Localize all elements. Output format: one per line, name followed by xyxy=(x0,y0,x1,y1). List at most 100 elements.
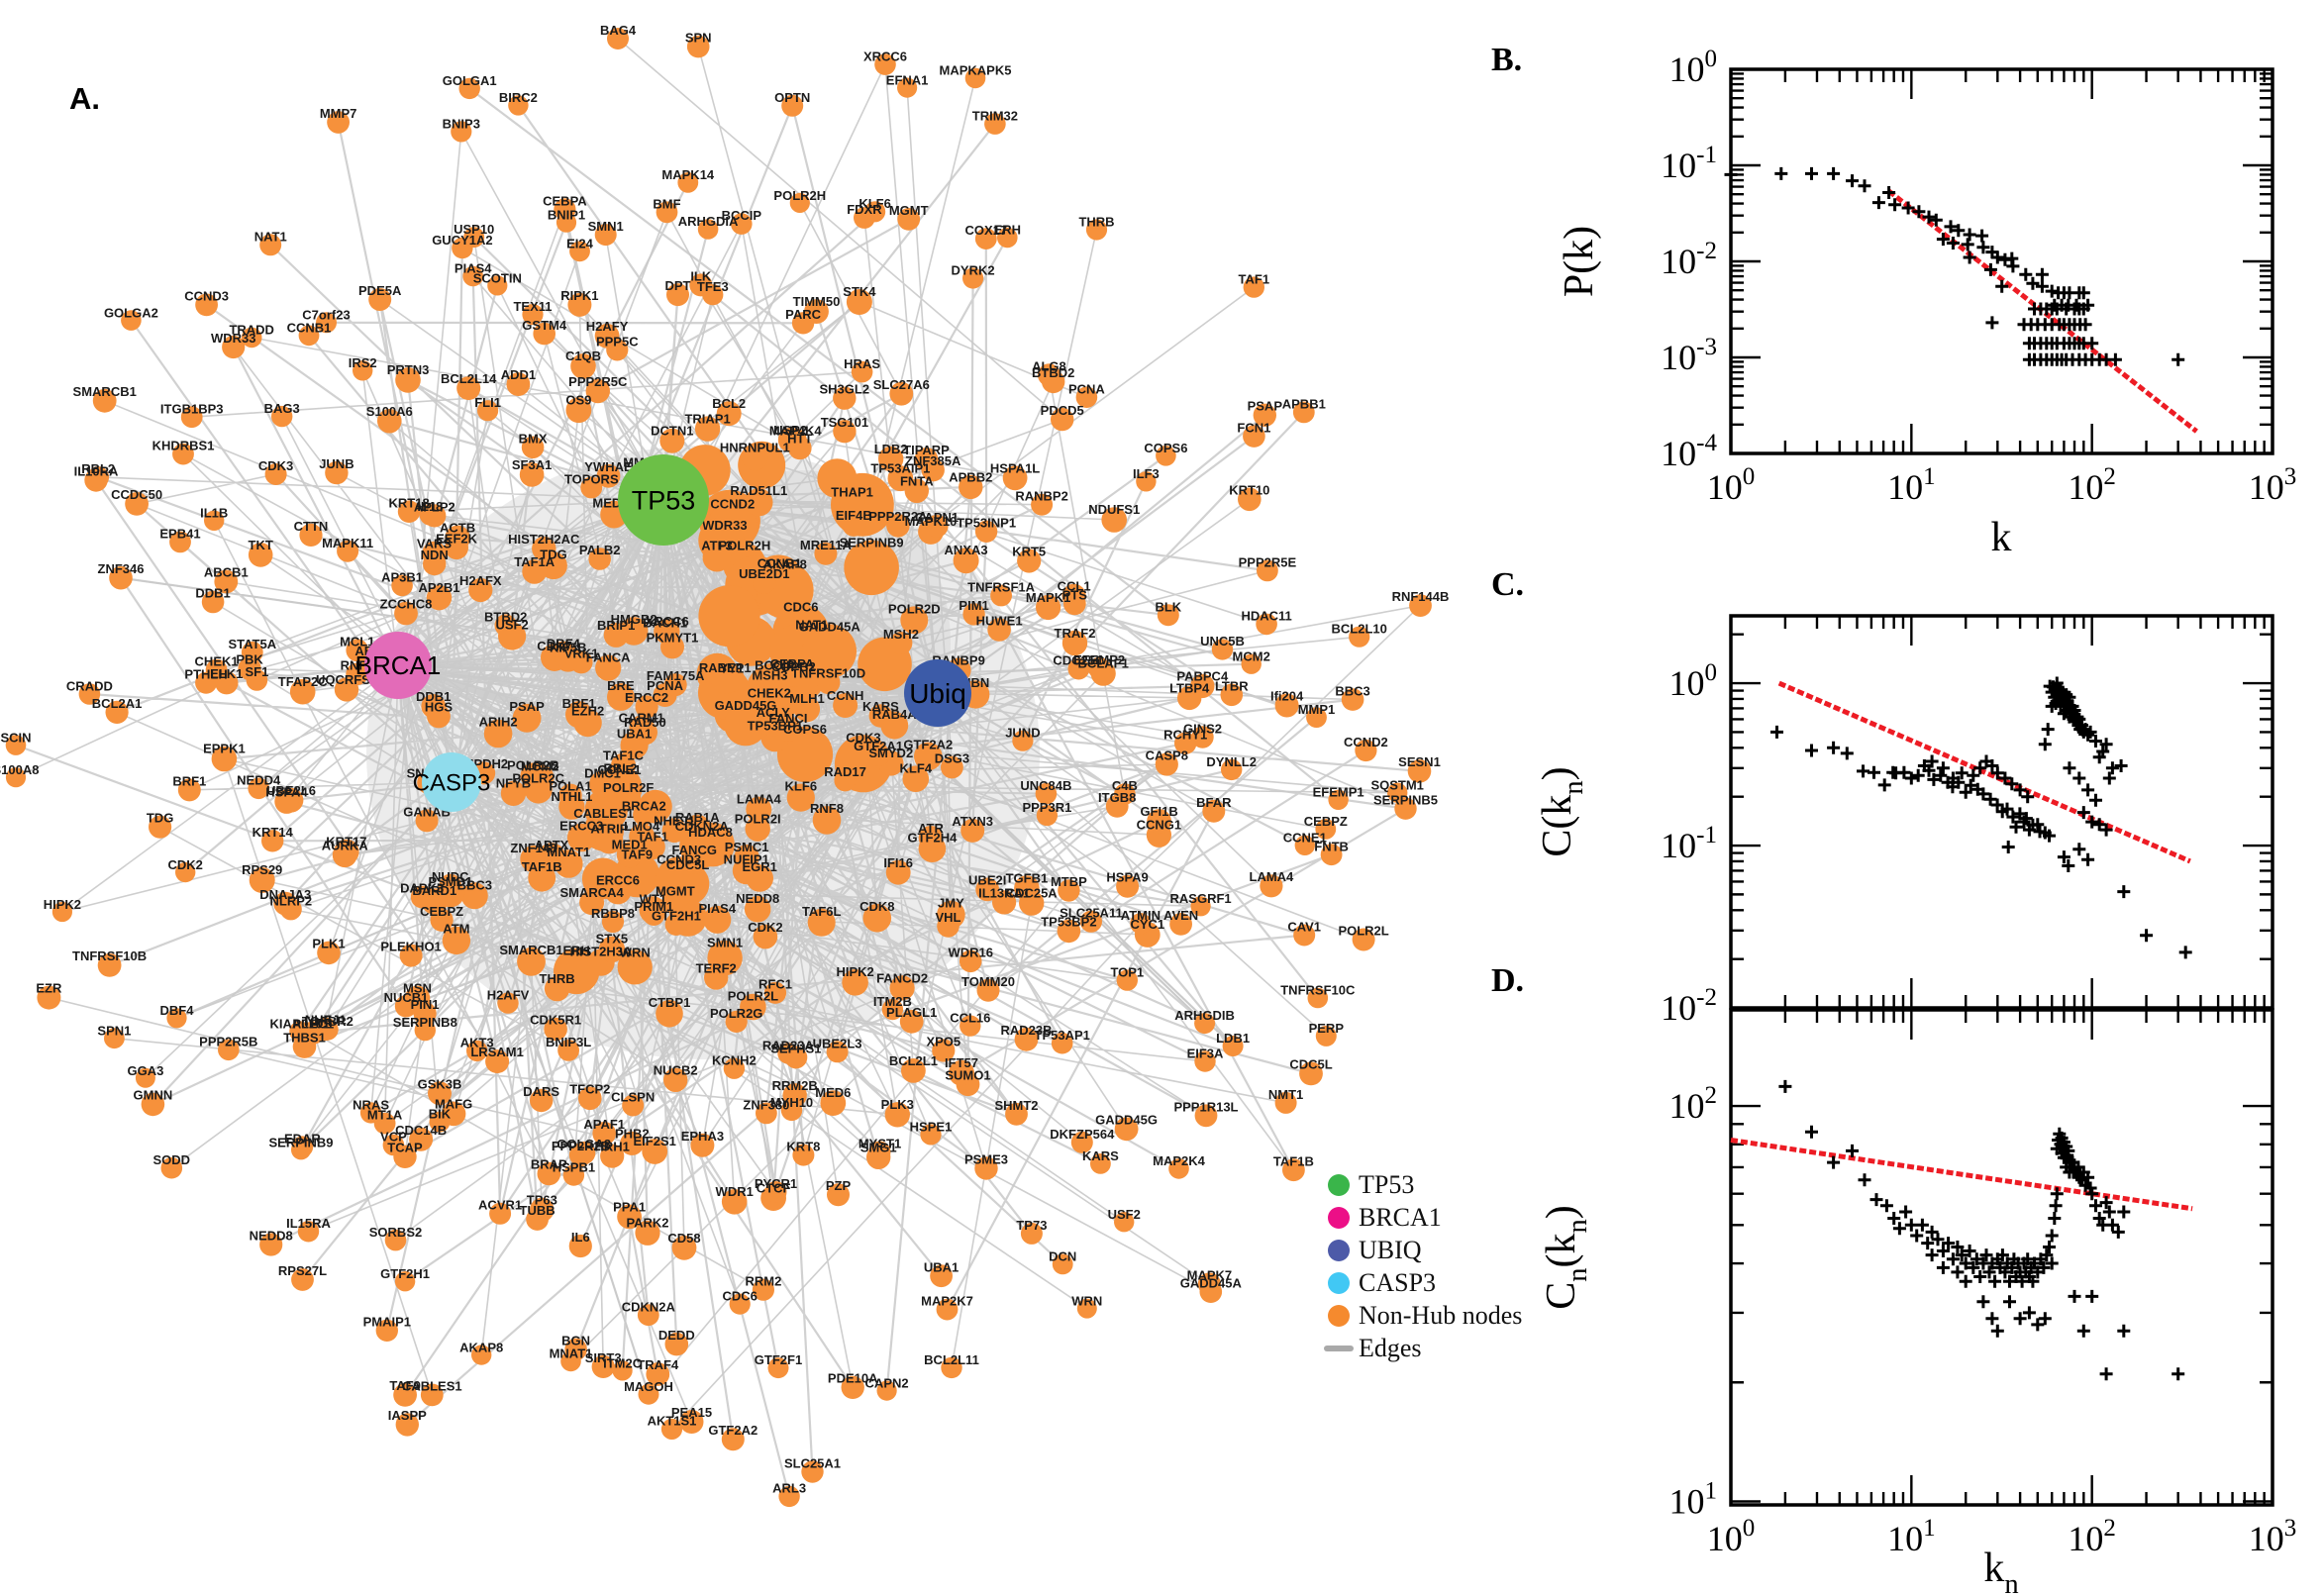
network-node xyxy=(1136,471,1157,492)
network-node-label: MED6 xyxy=(815,1085,851,1100)
network-node xyxy=(195,293,219,317)
network-node-label: POLR2C xyxy=(512,771,564,786)
network-node-label: TFE3 xyxy=(697,279,729,294)
network-node-label: RNF8 xyxy=(810,801,844,816)
network-node-label: UBA1 xyxy=(924,1259,959,1274)
network-node-label: TSG101 xyxy=(821,415,868,430)
network-node-label: CCND3 xyxy=(184,289,229,304)
x-tick-label: 101 xyxy=(1887,463,1936,507)
network-node xyxy=(483,719,513,748)
network-node xyxy=(941,755,963,779)
network-node xyxy=(458,77,480,100)
network-node xyxy=(334,839,359,865)
network-node-label: SMARCB1 xyxy=(73,384,137,399)
network-node-label: PABPC4 xyxy=(1176,669,1229,684)
network-node-label: UBE2I xyxy=(968,873,1006,888)
network-node xyxy=(460,882,488,910)
network-node xyxy=(763,981,787,1004)
hub-label-tp53: TP53 xyxy=(632,485,696,515)
network-node xyxy=(664,913,688,936)
network-node xyxy=(704,965,729,990)
network-node-label: RPS27L xyxy=(278,1263,327,1278)
network-node xyxy=(1070,1131,1093,1153)
network-node xyxy=(866,1145,891,1170)
network-node-label: MCM2 xyxy=(521,759,558,774)
network-node xyxy=(1409,594,1432,617)
network-node-label: CDC25C xyxy=(1053,653,1105,668)
network-node-label: NAT1 xyxy=(795,618,828,633)
network-node xyxy=(1005,1102,1028,1126)
network-node-label: MSH2 xyxy=(883,627,919,642)
network-node-label: UBE2L6 xyxy=(266,783,316,798)
network-node-label: TAF9 xyxy=(389,1378,421,1393)
network-node xyxy=(638,1383,659,1405)
network-node xyxy=(752,1278,775,1301)
network-node xyxy=(1014,1027,1039,1051)
network-node-label: LTBR xyxy=(1215,679,1249,694)
network-node-label: ITM2B xyxy=(873,994,912,1009)
network-node-label: USP10 xyxy=(454,222,494,237)
legend-item-tp53: TP53 xyxy=(1328,1168,1522,1201)
network-node-label: TRIM32 xyxy=(972,108,1018,123)
network-node-label: EPB41 xyxy=(159,527,200,542)
network-node-label: DDB1 xyxy=(416,689,451,704)
network-node xyxy=(826,1041,849,1063)
network-node-label: VRK1 xyxy=(564,646,599,660)
network-node-label: NUCB1 xyxy=(384,990,429,1005)
network-node xyxy=(299,523,323,548)
fit-line xyxy=(1887,188,2198,434)
network-node-label: GFI1B xyxy=(1140,804,1177,819)
legend-item-label: Non-Hub nodes xyxy=(1359,1300,1523,1330)
network-node xyxy=(1320,844,1343,866)
network-node-label: USP2 xyxy=(773,423,807,438)
network-node-label: RASGRF1 xyxy=(1170,891,1232,906)
network-node-label: KCNH2 xyxy=(712,1053,757,1068)
network-node-label: KRT14 xyxy=(252,825,294,840)
network-node-label: BRIP1 xyxy=(597,618,635,633)
network-node xyxy=(589,770,616,798)
network-node xyxy=(1052,1253,1073,1275)
network-node-label: BNIP3L xyxy=(546,1035,591,1049)
network-node-label: GADD45A xyxy=(799,619,861,634)
network-node-label: HRH1 xyxy=(594,1140,629,1154)
x-tick-label: 103 xyxy=(2249,463,2297,507)
panel-label-b: B. xyxy=(1491,42,1523,78)
network-node-label: CTBP1 xyxy=(649,995,691,1010)
network-node-label: EI24 xyxy=(566,236,594,250)
network-node-label: ABCB1 xyxy=(204,565,249,580)
network-node xyxy=(175,861,196,883)
network-node-label: MNAT1 xyxy=(550,1347,593,1361)
network-node-label: BARD1 xyxy=(412,883,456,898)
network-node xyxy=(51,901,72,923)
network-node-label: XPO5 xyxy=(926,1034,960,1048)
network-node xyxy=(833,386,857,410)
network-node-label: FANCI xyxy=(769,711,808,726)
legend-item-edges: Edges xyxy=(1324,1332,1522,1364)
network-node-label: NTHL1 xyxy=(551,789,592,804)
network-node xyxy=(429,1111,451,1133)
network-node-label: ATR xyxy=(918,821,944,836)
network-node xyxy=(78,683,101,705)
network-node-label: CAV1 xyxy=(1287,920,1321,935)
network-node xyxy=(884,1102,910,1128)
network-node xyxy=(767,1357,789,1379)
network-node-label: TOP1 xyxy=(1110,964,1144,979)
network-node-label: PLEKHO1 xyxy=(380,940,441,954)
network-node-label: NEDD8 xyxy=(736,891,779,906)
network-node-label: CABLES1 xyxy=(573,806,634,821)
network-node-label: PEA15 xyxy=(671,1405,712,1420)
network-node-label: TP53AIP1 xyxy=(870,460,930,475)
network-node xyxy=(211,746,238,772)
y-tick-label: 101 xyxy=(1669,1477,1718,1521)
network-node-label: PPP5C xyxy=(596,334,639,349)
network-node xyxy=(368,288,392,311)
network-node xyxy=(962,603,985,626)
network-node xyxy=(607,683,635,711)
network-node-label: RAB1A xyxy=(675,810,720,825)
network-node xyxy=(949,1059,974,1086)
network-node xyxy=(166,1008,187,1029)
network-node xyxy=(820,1090,847,1116)
network-node xyxy=(279,898,302,921)
network-node-label: MED1 xyxy=(612,837,648,851)
